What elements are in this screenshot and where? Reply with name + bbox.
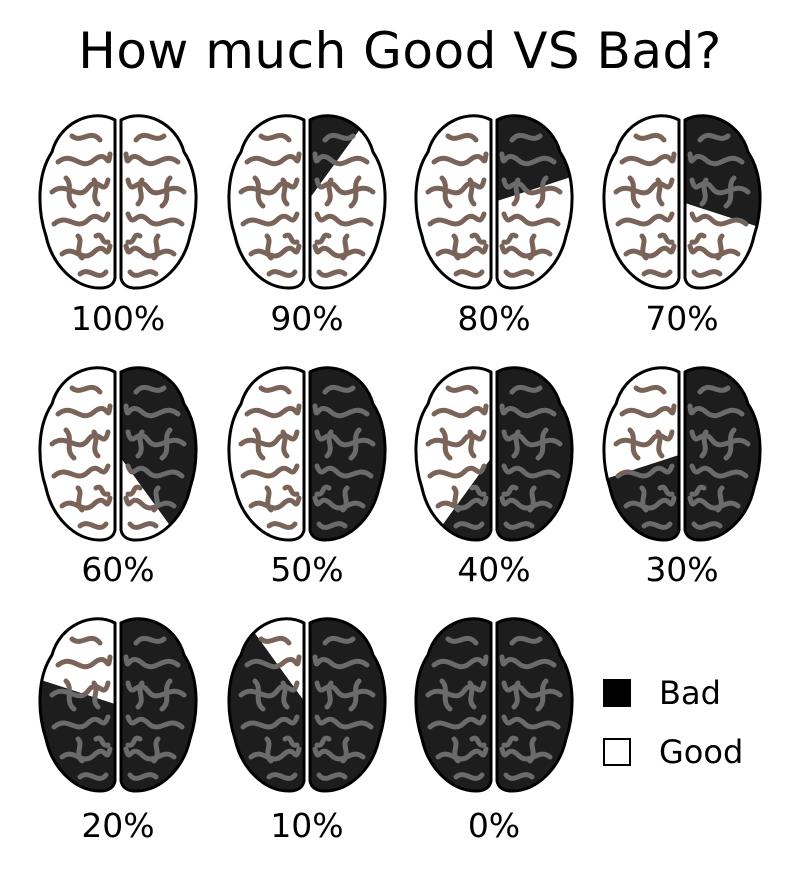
brain-20-percent [38, 617, 198, 793]
legend-bad: Bad [603, 674, 721, 712]
percent-label: 50% [270, 550, 343, 589]
brain-outline [227, 114, 387, 290]
legend-bad-label: Bad [659, 674, 721, 712]
good-portion [39, 115, 197, 288]
brain-outline [38, 366, 198, 542]
brain-outline [38, 617, 198, 793]
brain-outline [602, 114, 762, 290]
legend-bad-swatch [603, 679, 631, 707]
percent-label: 10% [270, 806, 343, 845]
brain-70-percent [602, 114, 762, 290]
legend-good-swatch [603, 738, 631, 766]
brain-outline [227, 366, 387, 542]
brain-outline [414, 617, 574, 793]
brain-60-percent [38, 366, 198, 542]
brain-outline [227, 617, 387, 793]
brain-40-percent [414, 366, 574, 542]
percent-label: 80% [457, 299, 530, 338]
brain-50-percent [227, 366, 387, 542]
brain-90-percent [227, 114, 387, 290]
brain-outline [38, 114, 198, 290]
bad-portion [229, 618, 385, 791]
percent-label: 30% [645, 550, 718, 589]
percent-label: 100% [71, 299, 165, 338]
percent-label: 20% [81, 806, 154, 845]
bad-portion [307, 367, 385, 540]
percent-label: 60% [81, 550, 154, 589]
good-portion [229, 115, 385, 288]
brain-0-percent [414, 617, 574, 793]
brain-100-percent [38, 114, 198, 290]
chart-title: How much Good VS Bad? [78, 22, 722, 80]
percent-label: 70% [645, 299, 718, 338]
brain-10-percent [227, 617, 387, 793]
brain-outline [414, 366, 574, 542]
percent-label: 0% [468, 806, 520, 845]
brain-80-percent [414, 114, 574, 290]
brain-outline [414, 114, 574, 290]
legend-good: Good [603, 733, 744, 771]
brain-30-percent [602, 366, 762, 542]
legend-good-label: Good [659, 733, 744, 771]
percent-label: 90% [270, 299, 343, 338]
bad-portion [416, 618, 572, 791]
brain-outline [602, 366, 762, 542]
percent-label: 40% [457, 550, 530, 589]
